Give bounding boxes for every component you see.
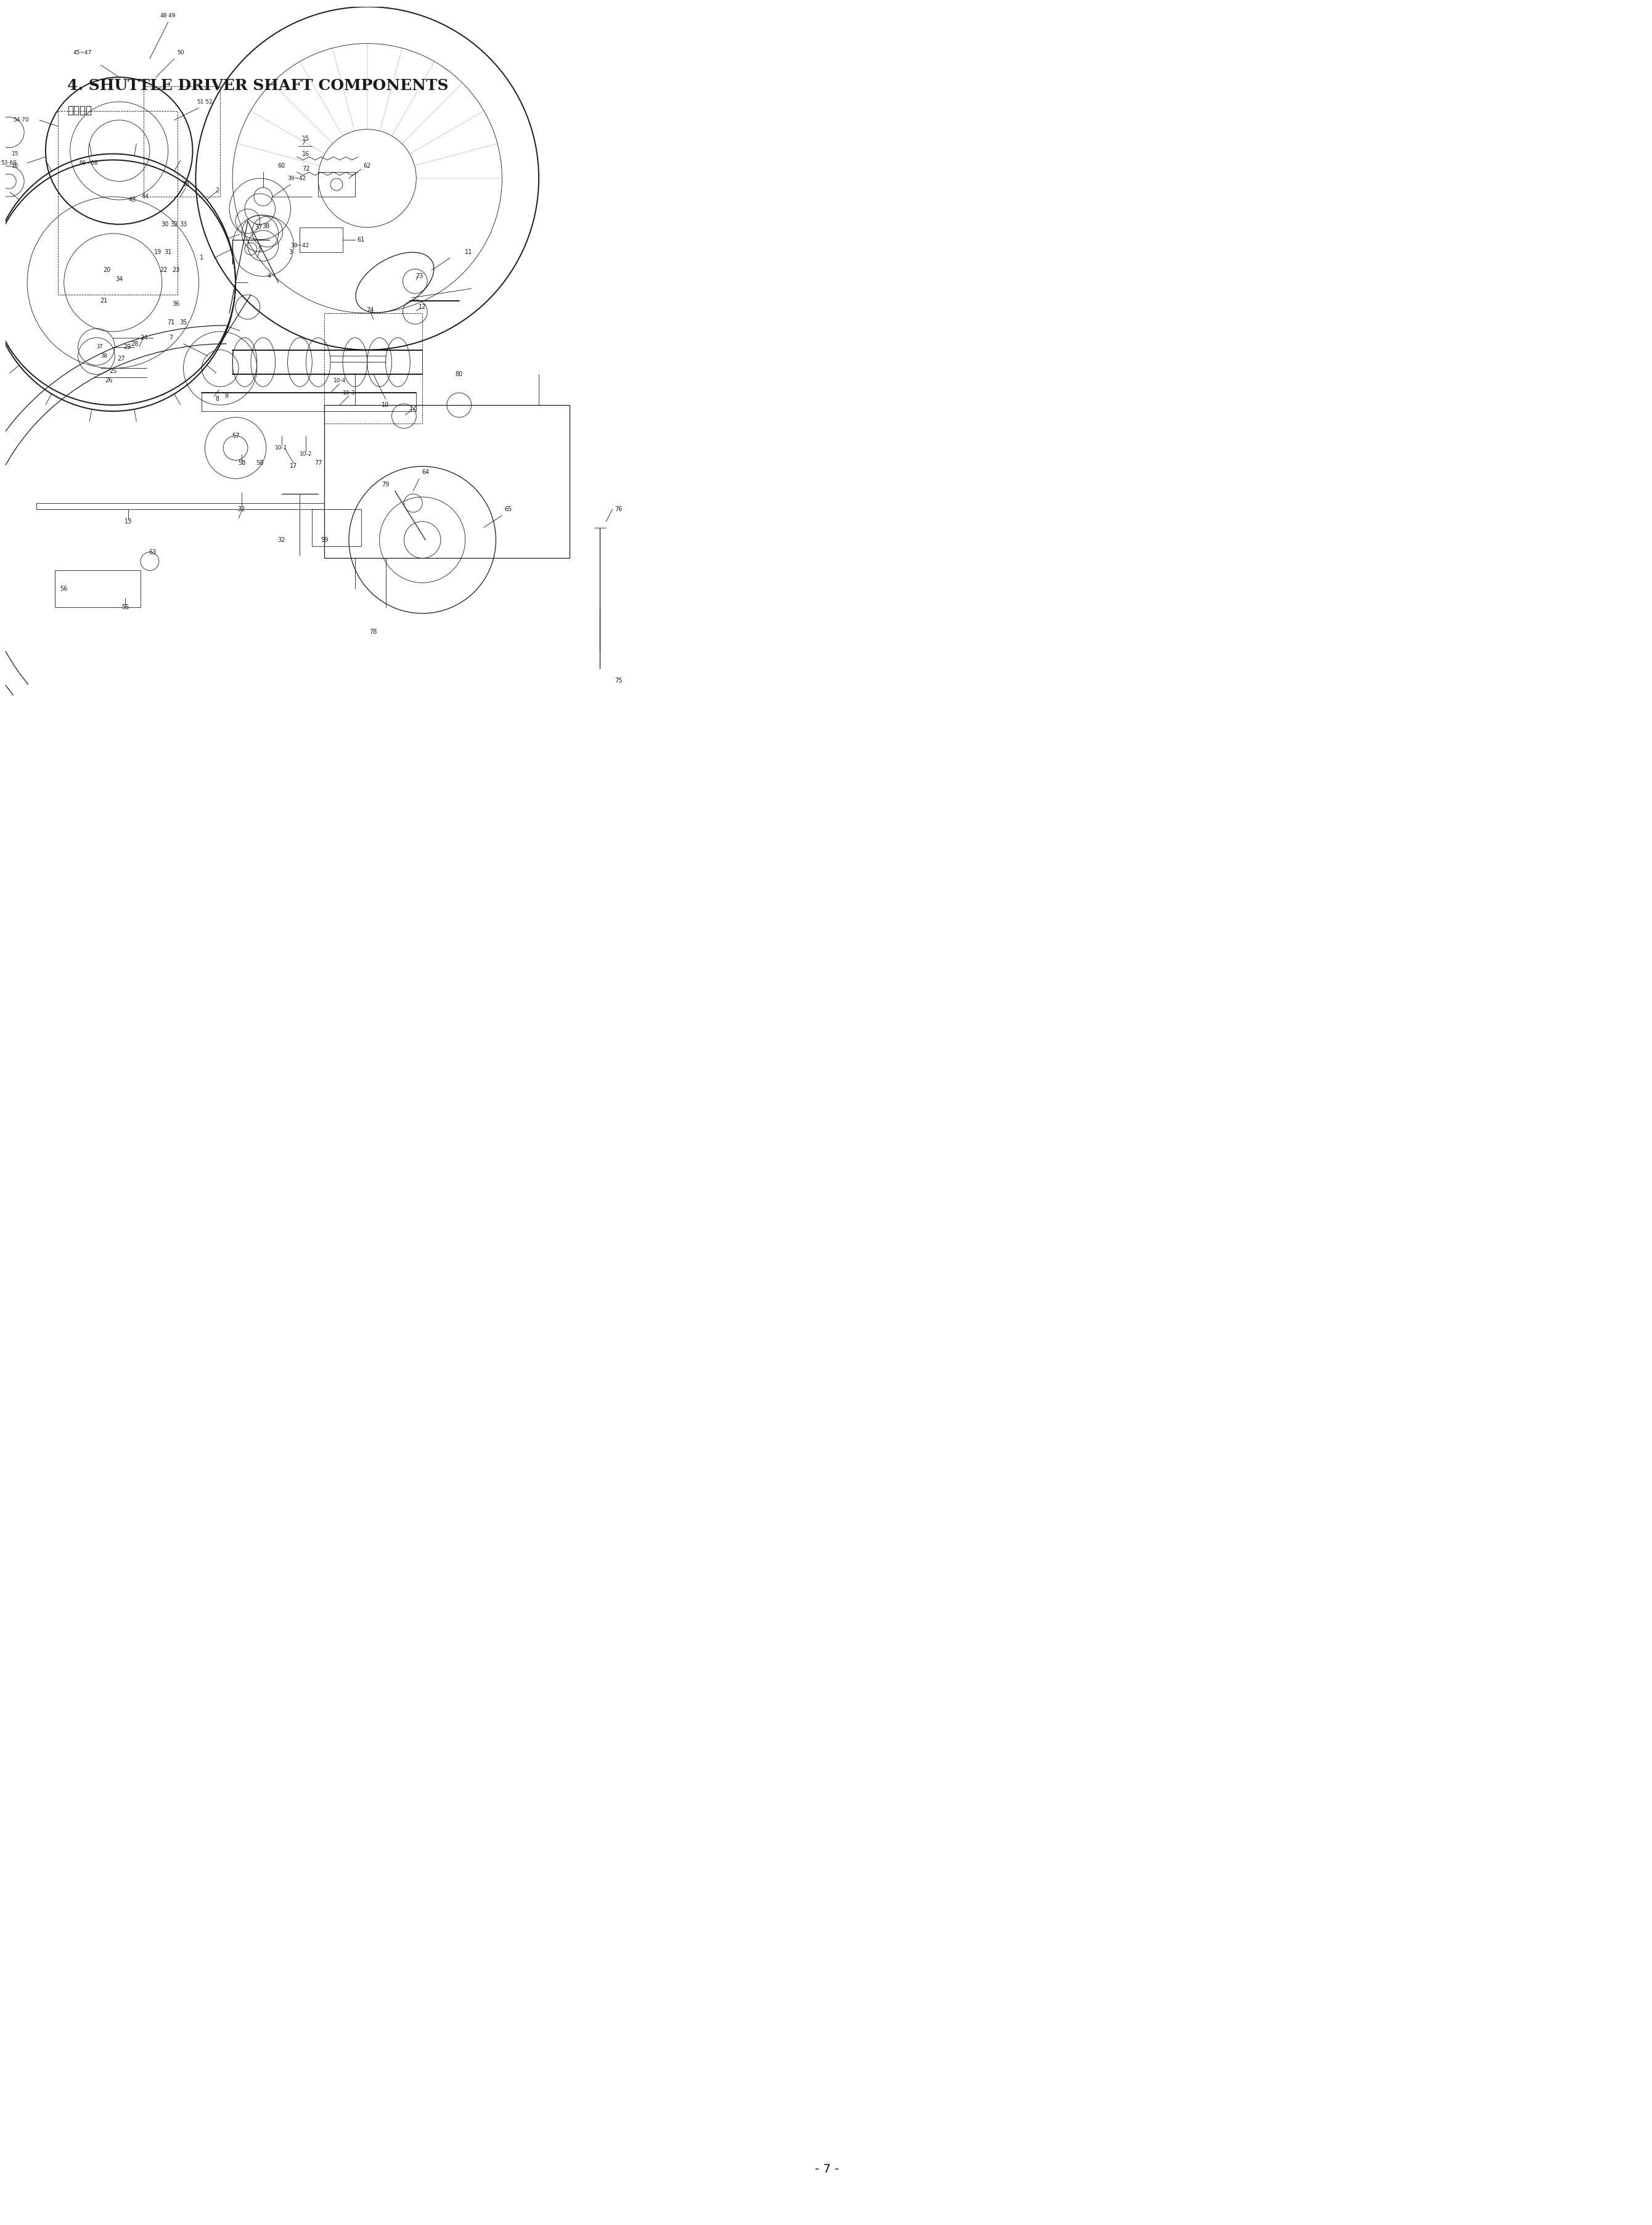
Text: 13: 13 [124, 518, 132, 525]
Bar [324, 314, 423, 423]
Text: 74: 74 [367, 307, 373, 314]
Text: 1: 1 [200, 256, 203, 260]
Text: 55: 55 [121, 605, 129, 610]
Text: 8: 8 [225, 394, 228, 398]
Text: 10-2: 10-2 [299, 452, 312, 456]
Text: 15: 15 [302, 136, 311, 142]
Text: 80: 80 [456, 372, 463, 378]
Text: 10-1: 10-1 [276, 445, 287, 452]
Text: 71: 71 [167, 318, 175, 325]
Text: 37: 37 [96, 345, 102, 349]
Text: 12: 12 [418, 305, 426, 309]
Text: 27: 27 [117, 356, 126, 363]
Text: 39~42: 39~42 [291, 243, 309, 249]
Text: 48·49: 48·49 [160, 13, 177, 18]
Text: 45~47: 45~47 [73, 49, 91, 56]
Text: 43: 43 [129, 196, 137, 202]
Text: 53·69: 53·69 [2, 160, 17, 167]
Text: 37: 37 [254, 225, 263, 231]
Text: 33: 33 [180, 220, 187, 227]
Text: 50: 50 [177, 49, 183, 56]
Text: 58: 58 [256, 461, 264, 467]
Text: 72: 72 [302, 167, 311, 171]
Text: 10: 10 [382, 403, 390, 407]
Text: 73: 73 [416, 274, 423, 280]
Text: 20: 20 [102, 267, 111, 274]
Text: 26: 26 [104, 378, 112, 383]
Text: 54·70: 54·70 [13, 118, 30, 122]
Text: 12: 12 [410, 405, 416, 412]
Text: 62: 62 [363, 162, 372, 169]
Text: 4: 4 [268, 274, 271, 280]
Bar [312, 510, 362, 545]
Text: 23: 23 [172, 267, 180, 274]
Text: 77: 77 [314, 461, 322, 467]
Text: - 7 -: - 7 - [814, 2163, 839, 2176]
Text: 21: 21 [101, 298, 107, 305]
Bar [55, 570, 140, 607]
Text: 75: 75 [615, 679, 623, 683]
Text: 63: 63 [149, 550, 157, 556]
Text: 60: 60 [278, 162, 286, 169]
Text: 10-4: 10-4 [334, 378, 345, 383]
Text: 39~42: 39~42 [287, 176, 306, 180]
Text: 24: 24 [140, 334, 147, 340]
Bar [144, 87, 220, 196]
Bar [58, 111, 177, 294]
Text: 16: 16 [302, 151, 309, 158]
Text: 32: 32 [278, 536, 286, 543]
Text: 5: 5 [258, 245, 263, 251]
Text: 44: 44 [142, 194, 149, 200]
Text: 56: 56 [59, 585, 68, 592]
Text: 10-3: 10-3 [342, 389, 355, 396]
Text: 28: 28 [131, 340, 139, 347]
Text: 66~68: 66~68 [79, 160, 97, 167]
Text: 38: 38 [101, 354, 107, 358]
Text: 3: 3 [289, 249, 292, 256]
Text: 15: 15 [12, 151, 18, 156]
Bar [299, 227, 342, 251]
Text: 16: 16 [12, 162, 18, 169]
Text: 61: 61 [357, 236, 365, 243]
Bar [324, 405, 570, 558]
Text: 2: 2 [215, 187, 220, 194]
Text: 78: 78 [370, 630, 377, 634]
Text: 57: 57 [231, 432, 240, 438]
Text: 32: 32 [238, 505, 246, 512]
Text: 4. SHUTTLE DRIVER SHAFT COMPONENTS: 4. SHUTTLE DRIVER SHAFT COMPONENTS [68, 78, 448, 93]
Text: 32: 32 [170, 220, 178, 227]
Text: 19: 19 [154, 249, 162, 256]
Text: 76: 76 [615, 505, 623, 512]
Text: 79: 79 [382, 481, 390, 487]
Text: 8: 8 [215, 396, 220, 403]
Text: 7: 7 [169, 334, 173, 340]
Text: 31: 31 [164, 249, 172, 256]
Text: 34: 34 [116, 276, 122, 283]
Text: 17: 17 [289, 463, 297, 469]
Text: 36: 36 [172, 300, 180, 307]
Text: 11: 11 [464, 249, 472, 256]
Text: 29: 29 [124, 343, 131, 349]
Text: 51·52: 51·52 [197, 98, 213, 105]
Text: 38: 38 [263, 223, 269, 229]
Text: 25: 25 [109, 369, 117, 374]
Bar [319, 171, 355, 196]
Text: 下轴部件: 下轴部件 [68, 105, 91, 116]
Text: 64: 64 [421, 469, 430, 476]
Text: 30: 30 [162, 220, 169, 227]
Text: 58: 58 [238, 461, 246, 467]
Text: 35: 35 [180, 318, 187, 325]
Text: 18: 18 [183, 182, 190, 187]
Text: 22: 22 [160, 267, 167, 274]
Text: 59: 59 [320, 536, 329, 543]
Text: 65: 65 [504, 505, 512, 512]
